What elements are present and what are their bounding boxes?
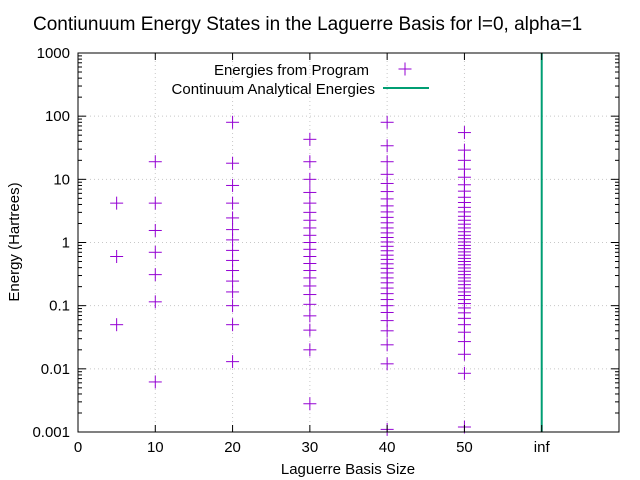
- data-point: [110, 196, 124, 210]
- x-tick-label: 0: [74, 439, 82, 456]
- x-tick-label: inf: [534, 439, 551, 456]
- data-point: [226, 318, 240, 332]
- data-point: [303, 343, 317, 357]
- legend-plus: [398, 62, 412, 76]
- data-point: [148, 223, 162, 237]
- y-tick-label: 1: [62, 235, 70, 252]
- data-point: [380, 115, 394, 129]
- y-axis-title: Energy (Hartrees): [6, 182, 23, 301]
- data-point: [148, 155, 162, 169]
- legend-label-program: Energies from Program: [214, 62, 369, 79]
- data-point: [148, 196, 162, 210]
- y-tick-label: 0.001: [32, 424, 70, 441]
- x-tick-label: 10: [147, 439, 164, 456]
- legend: Energies from Program Continuum Analytic…: [172, 62, 429, 98]
- data-point: [303, 309, 317, 323]
- data-point: [226, 196, 240, 210]
- data-point: [226, 211, 240, 225]
- x-tick-label: 20: [224, 439, 241, 456]
- data-point: [226, 285, 240, 299]
- data-point: [380, 139, 394, 153]
- plot-area: [110, 53, 543, 436]
- plot-frame: [77, 52, 620, 433]
- legend-marker-program: [398, 62, 412, 76]
- x-tick-label: 40: [379, 439, 396, 456]
- data-point: [380, 167, 394, 181]
- data-point: [457, 347, 471, 361]
- data-point: [380, 338, 394, 352]
- data-point: [457, 366, 471, 380]
- data-point: [457, 126, 471, 140]
- y-axis-tick-labels: 0.001 0.01 0.1 1 10 100 1000: [32, 45, 70, 441]
- x-axis-title: Laguerre Basis Size: [281, 461, 415, 478]
- data-point: [226, 115, 240, 129]
- data-point: [303, 397, 317, 411]
- data-point: [380, 357, 394, 371]
- axis-ticks: [77, 52, 619, 433]
- data-point: [303, 132, 317, 146]
- data-point: [226, 156, 240, 170]
- data-point: [148, 295, 162, 309]
- y-tick-label: 100: [45, 108, 70, 125]
- data-point: [110, 318, 124, 332]
- data-point: [226, 223, 240, 237]
- data-point: [226, 299, 240, 313]
- x-axis-tick-labels: 0 10 20 30 40 50 inf: [74, 439, 551, 456]
- x-tick-label: 30: [302, 439, 319, 456]
- grid-lines: [78, 53, 619, 432]
- data-point: [148, 375, 162, 389]
- data-point: [303, 172, 317, 186]
- data-point: [148, 245, 162, 259]
- data-point: [457, 143, 471, 157]
- x-tick-label: 50: [456, 439, 473, 456]
- chart-title: Contiunuum Energy States in the Laguerre…: [33, 14, 582, 35]
- data-point: [380, 155, 394, 169]
- data-point: [148, 268, 162, 282]
- data-point: [226, 178, 240, 192]
- y-tick-label: 0.01: [41, 361, 70, 378]
- data-point: [110, 250, 124, 264]
- data-point: [303, 155, 317, 169]
- y-tick-label: 1000: [37, 45, 70, 62]
- data-point: [303, 185, 317, 199]
- data-point: [226, 355, 240, 369]
- data-point: [303, 323, 317, 337]
- y-tick-label: 10: [53, 171, 70, 188]
- legend-label-analytical: Continuum Analytical Energies: [172, 81, 375, 98]
- y-tick-label: 0.1: [49, 298, 70, 315]
